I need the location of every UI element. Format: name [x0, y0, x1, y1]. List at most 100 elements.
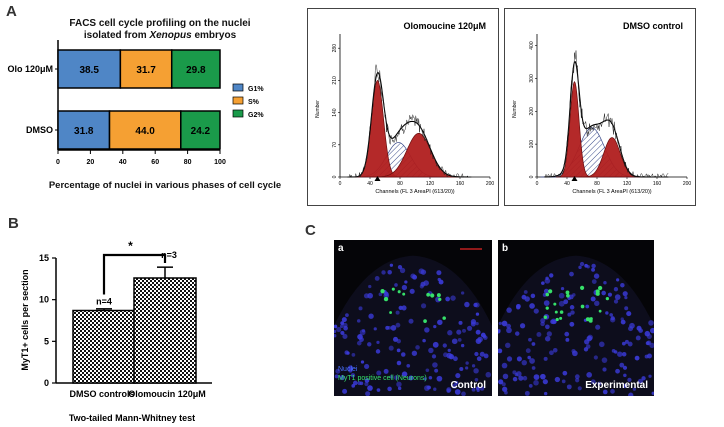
micro-nucleus [374, 276, 380, 281]
micrograph-experimental-letter: b [502, 243, 509, 254]
micro-nucleus [620, 317, 624, 321]
hist-olo-frame: Olomoucine 120μM 0 40 80 120 160 200 0 70 140 210 2… [307, 8, 499, 206]
micro-nucleus [334, 329, 337, 334]
micro-neuron [555, 317, 559, 322]
micro-nucleus [533, 308, 539, 314]
micro-nucleus [473, 302, 478, 308]
micro-nucleus [485, 371, 492, 378]
micro-nucleus [558, 300, 565, 307]
micro-nucleus [399, 267, 406, 274]
micro-nucleus [602, 367, 607, 372]
myt1-y-tick-label: 0 [44, 378, 49, 388]
micro-nucleus [473, 368, 479, 374]
micro-nucleus [456, 329, 462, 335]
micro-nucleus [586, 372, 592, 378]
micro-nucleus [651, 391, 654, 395]
micrograph-experimental-image [498, 255, 654, 396]
hist-y-tick-label: 140 [332, 108, 338, 117]
micro-nucleus [351, 384, 356, 388]
micro-nucleus [363, 293, 370, 299]
micro-nucleus [352, 380, 358, 386]
micro-nucleus [376, 388, 381, 392]
micro-nucleus [389, 263, 394, 267]
micro-nucleus [569, 321, 575, 327]
micro-nucleus [395, 310, 400, 315]
micro-nucleus [446, 352, 453, 359]
facs-title: FACS cell cycle profiling on the nuclei … [60, 18, 260, 42]
micrograph-control-image [334, 248, 492, 396]
micro-nucleus [543, 288, 549, 294]
micro-nucleus [543, 391, 548, 396]
micro-nucleus [415, 345, 420, 350]
micro-nucleus [549, 350, 554, 356]
hist-x-tick-label: 40 [564, 181, 570, 187]
micro-neuron [423, 319, 427, 323]
micro-nucleus [521, 359, 527, 366]
micro-nucleus [554, 376, 561, 383]
micro-nucleus [566, 384, 572, 390]
micro-nucleus [397, 386, 402, 391]
micro-nucleus [411, 350, 418, 356]
micro-neuron [383, 296, 389, 302]
micro-nucleus [437, 319, 443, 326]
micro-nucleus [384, 291, 389, 297]
micro-nucleus [524, 390, 530, 396]
micro-nucleus [401, 305, 407, 311]
micro-nucleus [428, 376, 433, 380]
hist-raw-data-line [544, 50, 669, 178]
micro-nucleus [545, 276, 549, 281]
micro-neuron [548, 289, 553, 294]
micro-nucleus [431, 354, 437, 359]
micro-nucleus [626, 311, 632, 317]
micro-nucleus [647, 353, 652, 359]
facs-x-tick-label: 60 [151, 159, 159, 166]
micro-nucleus [342, 388, 348, 394]
micro-nucleus [616, 278, 620, 282]
hist-y-tick-label: 300 [529, 74, 535, 83]
micro-nucleus [635, 335, 641, 341]
micro-neuron [545, 306, 549, 310]
micro-nucleus [376, 370, 382, 376]
micro-nucleus [454, 380, 459, 385]
hist-olo-chart: Olomoucine 120μM 0 40 80 120 160 200 0 70 140 210 2… [315, 21, 494, 195]
micro-nucleus [479, 351, 485, 357]
micro-neuron [565, 290, 570, 295]
micro-nucleus [634, 355, 640, 361]
micro-nucleus [357, 334, 363, 340]
micro-nucleus [436, 375, 443, 382]
micro-nucleus [624, 306, 629, 311]
micro-nucleus [395, 322, 401, 328]
hist-y-tick-label: 0 [529, 175, 535, 178]
micro-nucleus [506, 356, 513, 362]
hist-title: DMSO control [623, 21, 683, 31]
micro-nucleus [591, 279, 597, 284]
micro-nucleus [572, 350, 578, 357]
micro-neuron [559, 310, 564, 314]
micro-nucleus [607, 292, 613, 297]
micro-nucleus [570, 310, 575, 315]
micro-nucleus [546, 331, 552, 337]
micro-nucleus [475, 338, 482, 344]
micro-nucleus [541, 281, 545, 285]
hist-y-tick-label: 400 [529, 41, 535, 50]
micro-neuron [554, 310, 558, 314]
facs-bar-segment [119, 49, 173, 89]
micro-nucleus [519, 323, 526, 329]
micro-nucleus [404, 280, 408, 284]
hist-ylabel: Number [315, 100, 321, 118]
micro-nucleus [610, 389, 615, 394]
facs-x-tick-label: 40 [119, 159, 127, 166]
micro-nucleus [398, 305, 403, 311]
micro-nucleus [543, 356, 548, 361]
micro-nucleus [506, 327, 512, 334]
hist-x-tick-label: 40 [367, 181, 373, 187]
micro-nucleus [393, 375, 399, 380]
micrograph-control: a Nuclei MyT1 positive cell (Neurons) Co… [334, 240, 492, 396]
micro-nucleus [522, 375, 528, 381]
hist-y-tick-label: 210 [332, 76, 338, 85]
micro-nucleus [378, 292, 383, 297]
micro-nucleus [339, 374, 345, 381]
facs-legend-label: G1% [248, 86, 264, 93]
micro-nucleus [637, 378, 643, 384]
facs-bar-segment [170, 49, 221, 89]
